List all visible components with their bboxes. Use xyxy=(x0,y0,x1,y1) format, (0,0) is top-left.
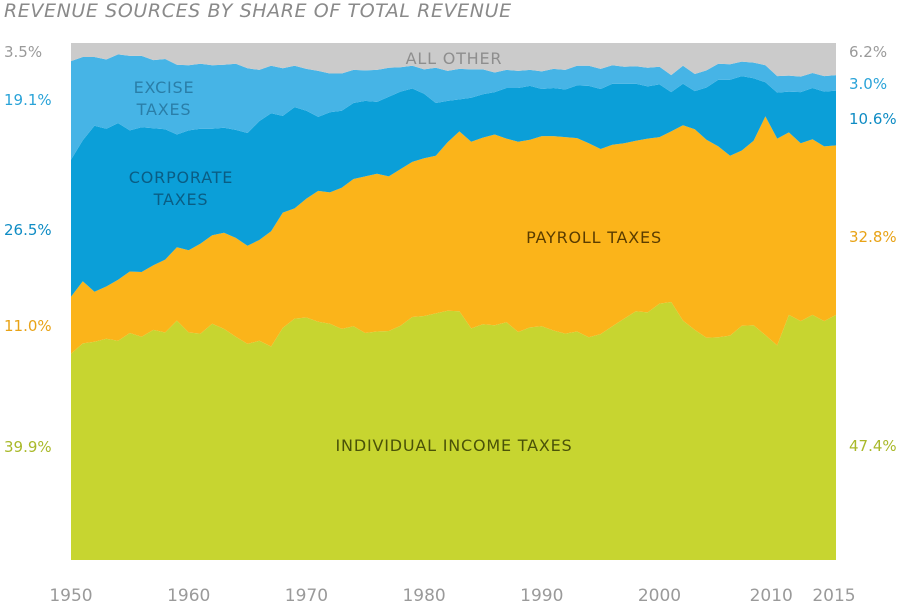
area-corporate-taxes xyxy=(71,76,836,297)
x-tick-1950: 1950 xyxy=(49,586,92,606)
end-pct-excise: 3.0% xyxy=(849,75,887,93)
area-individual-income-taxes xyxy=(71,302,836,560)
x-tick-1970: 1970 xyxy=(285,586,328,606)
label-excise-line2: TAXES xyxy=(136,100,192,119)
start-pct-corporate: 26.5% xyxy=(4,221,52,239)
stacked-areas xyxy=(71,43,836,560)
label-corporate-line1: CORPORATE xyxy=(129,168,233,187)
label-excise-line1: EXCISE xyxy=(134,78,195,97)
area-all-other xyxy=(71,43,836,77)
area-payroll-taxes xyxy=(71,116,836,354)
label-individual-income: INDIVIDUAL INCOME TAXES xyxy=(336,436,573,455)
start-pct-payroll: 11.0% xyxy=(4,317,52,335)
end-pct-individual: 47.4% xyxy=(849,437,897,455)
start-pct-all-other: 3.5% xyxy=(4,43,42,61)
x-tick-1980: 1980 xyxy=(402,586,445,606)
end-pct-corporate: 10.6% xyxy=(849,110,897,128)
start-pct-excise: 19.1% xyxy=(4,91,52,109)
x-tick-1960: 1960 xyxy=(167,586,210,606)
chart-title: REVENUE SOURCES BY SHARE OF TOTAL REVENU… xyxy=(4,0,512,22)
label-corporate-line2: TAXES xyxy=(153,190,209,209)
x-tick-2015: 2015 xyxy=(812,586,855,606)
x-tick-1990: 1990 xyxy=(520,586,563,606)
label-payroll: PAYROLL TAXES xyxy=(526,228,662,247)
area-excise-taxes xyxy=(71,54,836,160)
x-tick-2000: 2000 xyxy=(638,586,681,606)
end-pct-all-other: 6.2% xyxy=(849,43,887,61)
start-pct-individual: 39.9% xyxy=(4,438,52,456)
label-all-other: ALL OTHER xyxy=(406,49,503,68)
x-axis-ticks: 1950 1960 1970 1980 1990 2000 2010 2015 xyxy=(49,586,855,606)
end-pct-payroll: 32.8% xyxy=(849,228,897,246)
x-tick-2010: 2010 xyxy=(750,586,793,606)
